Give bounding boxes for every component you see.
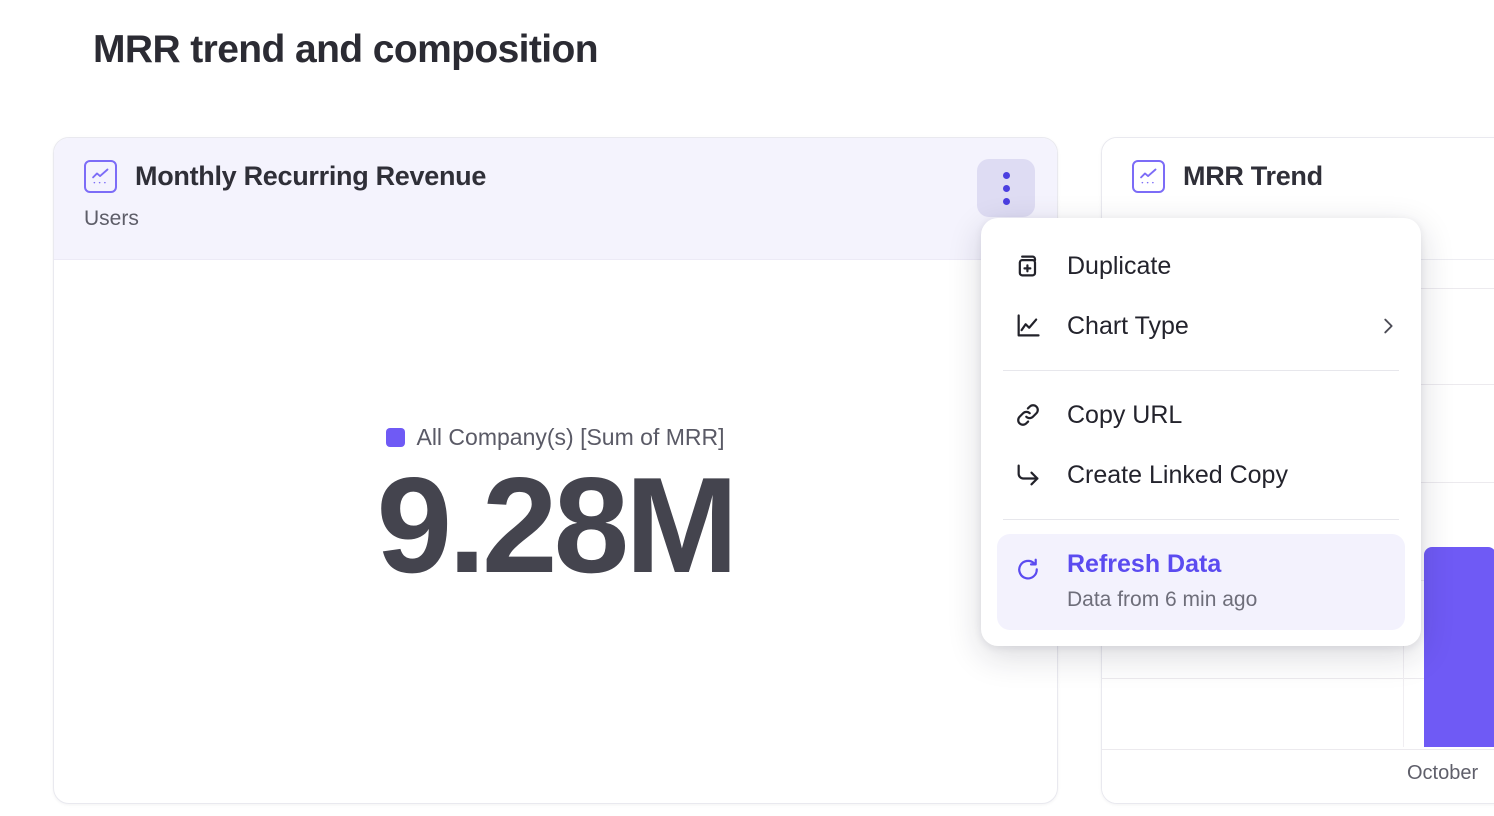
refresh-cw-icon xyxy=(1011,553,1045,587)
refresh-data-sublabel: Data from 6 min ago xyxy=(1067,588,1258,611)
kpi-card-header: Monthly Recurring Revenue Users xyxy=(54,138,1057,260)
kpi-card-title: Monthly Recurring Revenue xyxy=(135,161,487,191)
kebab-menu-icon[interactable] xyxy=(977,159,1035,217)
kebab-dot-3 xyxy=(1002,197,1010,205)
trend-card-title: MRR Trend xyxy=(1183,161,1323,191)
refresh-data-label: Refresh Data xyxy=(1067,550,1222,578)
menu-item-duplicate[interactable]: Duplicate xyxy=(981,236,1421,296)
menu-item-chart-type[interactable]: Chart Type xyxy=(981,296,1421,356)
corner-down-right-arrow-icon xyxy=(1011,458,1045,492)
kpi-header-row: Monthly Recurring Revenue xyxy=(84,160,1033,193)
menu-item-label: Copy URL xyxy=(1067,400,1183,429)
kpi-card-subtitle: Users xyxy=(84,207,139,230)
gridline xyxy=(1102,678,1494,679)
copy-plus-icon xyxy=(1011,249,1045,283)
context-menu: Duplicate Chart Type xyxy=(981,218,1421,646)
kpi-value: 9.28M xyxy=(376,449,739,601)
chart-baseline xyxy=(1102,749,1494,750)
menu-item-create-linked-copy[interactable]: Create Linked Copy xyxy=(981,445,1421,505)
kpi-legend: All Company(s) [Sum of MRR] xyxy=(386,424,725,451)
kebab-dot-1 xyxy=(1002,171,1010,179)
menu-item-copy-url[interactable]: Copy URL xyxy=(981,385,1421,445)
refresh-text-column: Refresh Data Data from 6 min ago xyxy=(1067,550,1257,612)
menu-item-label: Duplicate xyxy=(1067,251,1172,280)
line-chart-axis-icon xyxy=(1011,309,1045,343)
menu-separator-1 xyxy=(1003,370,1399,371)
chart-line-box-icon xyxy=(84,160,117,193)
legend-color-swatch xyxy=(386,428,406,447)
kpi-card-body: All Company(s) [Sum of MRR] 9.28M xyxy=(54,260,1057,803)
kebab-dot-2 xyxy=(1002,184,1010,192)
menu-item-label: Chart Type xyxy=(1067,311,1189,340)
page-title: MRR trend and composition xyxy=(93,28,599,71)
chevron-right-icon xyxy=(1377,315,1399,337)
kpi-legend-label: All Company(s) [Sum of MRR] xyxy=(416,424,725,450)
kpi-card: Monthly Recurring Revenue Users All Comp… xyxy=(53,137,1058,804)
x-axis-label-0: October xyxy=(1407,762,1479,784)
chart-line-box-icon xyxy=(1132,160,1165,193)
menu-item-label: Create Linked Copy xyxy=(1067,460,1288,489)
link-icon xyxy=(1011,398,1045,432)
bar-october[interactable] xyxy=(1424,547,1494,747)
menu-item-refresh-data[interactable]: Refresh Data Data from 6 min ago xyxy=(997,534,1405,630)
trend-header-row: MRR Trend xyxy=(1132,160,1494,193)
menu-separator-2 xyxy=(1003,519,1399,520)
